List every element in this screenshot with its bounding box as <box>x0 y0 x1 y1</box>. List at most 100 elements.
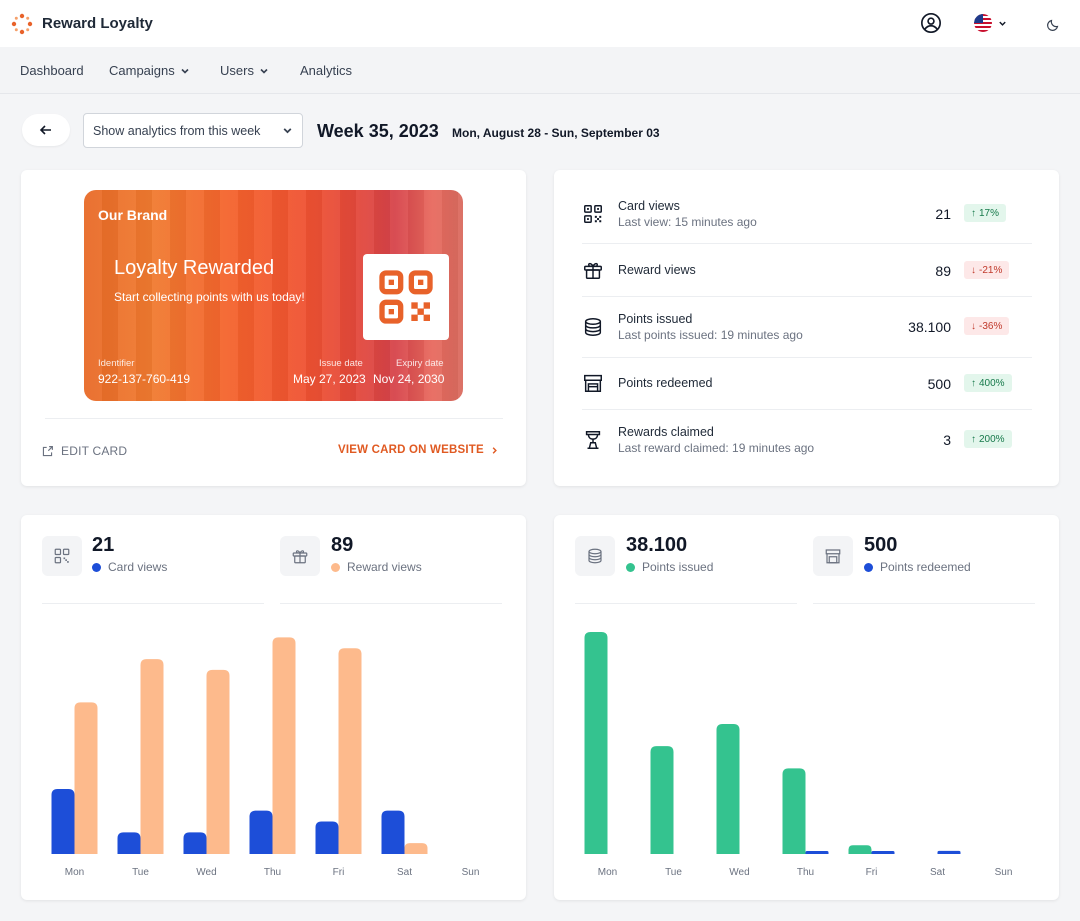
stat-label: Reward views <box>618 263 696 277</box>
stat-subtext: Last reward claimed: 19 minutes ago <box>618 441 815 455</box>
qr-code-icon <box>379 270 433 324</box>
kpi-label-points-issued: Points issued <box>626 560 713 574</box>
moon-icon[interactable] <box>1046 16 1062 32</box>
user-circle-icon[interactable] <box>920 12 942 34</box>
stat-change: 200% <box>979 433 1005 445</box>
legend-dot <box>864 562 873 572</box>
stat-row-reward-views: Reward views 89 ↓ -21% <box>582 258 1032 282</box>
stat-change-badge: ↓ -36% <box>964 317 1010 335</box>
kpi-label-text: Reward views <box>347 560 422 574</box>
gift-icon <box>584 262 602 279</box>
x-tick-label: Tue <box>132 867 149 878</box>
legend-dot <box>92 562 101 572</box>
loyalty-card: Our Brand Loyalty Rewarded Start collect… <box>84 190 463 401</box>
issue-date-label: Issue date <box>319 358 363 369</box>
date-range-value: Show analytics from this week <box>93 123 261 138</box>
x-tick-label: Fri <box>866 867 878 878</box>
stat-change-badge: ↑ 17% <box>964 204 1007 222</box>
kpi-divider <box>575 603 797 604</box>
kpi-icon-box <box>575 536 615 576</box>
x-tick-label: Wed <box>196 867 216 878</box>
stat-row-points-redeemed: Points redeemed 500 ↑ 400% <box>582 371 1032 395</box>
bar-points-redeemed-thu <box>805 851 829 854</box>
stat-label: Card views <box>618 199 680 213</box>
nav-item-label: Dashboard <box>20 63 84 78</box>
nav-item-label: Campaigns <box>109 63 175 78</box>
identifier-value: 922-137-760-419 <box>98 372 191 386</box>
kpi-icon-box <box>42 536 82 576</box>
kpi-divider <box>813 603 1035 604</box>
kpi-divider <box>42 603 264 604</box>
chevron-down-icon <box>283 128 292 134</box>
x-tick-label: Sat <box>930 867 945 878</box>
kpi-label-card-views: Card views <box>92 560 167 574</box>
stat-change-badge: ↑ 400% <box>964 374 1012 392</box>
back-button[interactable] <box>22 114 70 146</box>
main-nav: Dashboard Campaigns Users Analytics <box>0 47 1080 94</box>
stat-row-card-views: Card views Last view: 15 minutes ago 21 … <box>582 199 1032 236</box>
stat-row-points-issued: Points issued Last points issued: 19 min… <box>582 312 1032 349</box>
bar-card-views-wed <box>183 832 207 854</box>
kpi-value-card-views: 21 <box>92 534 115 556</box>
trophy-icon <box>585 431 601 449</box>
bar-points-redeemed-fri <box>871 851 895 854</box>
stat-subtext: Last points issued: 19 minutes ago <box>618 328 803 342</box>
week-date-range: Mon, August 28 - Sun, September 03 <box>452 126 660 140</box>
week-title: Week 35, 2023 <box>317 121 439 141</box>
kpi-value-reward-views: 89 <box>331 534 354 556</box>
card-brand: Our Brand <box>98 207 168 223</box>
language-selector[interactable] <box>974 14 1007 32</box>
edit-card-label: EDIT CARD <box>61 444 128 458</box>
coins-icon <box>588 548 602 564</box>
store-icon <box>584 374 602 392</box>
row-divider <box>582 357 1032 358</box>
stat-subtext: Last view: 15 minutes ago <box>618 215 757 229</box>
stat-change: -21% <box>979 264 1003 276</box>
card-subtitle: Start collecting points with us today! <box>114 290 305 304</box>
app-title[interactable]: Reward Loyalty <box>42 15 153 32</box>
views-bar-chart: Mon Tue Wed Thu Fri Sat Sun <box>51 637 479 878</box>
arrow-up-icon: ↑ <box>971 433 976 445</box>
nav-item-campaigns[interactable]: Campaigns <box>109 63 190 78</box>
kpi-divider <box>280 603 502 604</box>
us-flag-icon <box>974 14 992 32</box>
chevron-right-icon <box>492 446 497 454</box>
points-chart-panel <box>554 515 1059 900</box>
edit-icon <box>42 445 53 456</box>
app-logo-icon <box>11 13 33 35</box>
chevron-down-icon <box>260 68 268 74</box>
x-tick-label: Mon <box>65 867 84 878</box>
bar-card-views-sat <box>381 810 405 854</box>
qr-code-icon <box>54 548 70 564</box>
bar-card-views-fri <box>315 821 339 854</box>
bar-points-issued-tue <box>650 746 674 854</box>
bar-reward-views-mon <box>74 702 98 854</box>
view-card-link[interactable]: VIEW CARD ON WEBSITE <box>338 444 499 456</box>
stat-change: 400% <box>979 377 1005 389</box>
nav-item-analytics[interactable]: Analytics <box>300 63 352 78</box>
nav-item-dashboard[interactable]: Dashboard <box>20 63 84 78</box>
bar-card-views-tue <box>117 832 141 854</box>
x-tick-label: Thu <box>797 867 814 878</box>
nav-item-label: Analytics <box>300 63 353 78</box>
row-divider <box>582 409 1032 410</box>
stat-change-badge: ↓ -21% <box>964 261 1010 279</box>
qr-code-icon <box>584 205 602 223</box>
arrow-left-icon <box>39 125 51 135</box>
expiry-date-label: Expiry date <box>396 358 444 369</box>
x-tick-label: Sat <box>397 867 412 878</box>
stat-label: Points issued <box>618 312 693 326</box>
stat-change-badge: ↑ 200% <box>964 430 1012 448</box>
date-range-select[interactable]: Show analytics from this week <box>83 113 303 148</box>
row-divider <box>582 243 1032 244</box>
card-title: Loyalty Rewarded <box>114 257 275 279</box>
nav-item-users[interactable]: Users <box>220 63 269 78</box>
gift-icon <box>292 550 308 564</box>
bar-card-views-mon <box>51 789 75 854</box>
edit-card-button[interactable]: EDIT CARD <box>41 444 127 458</box>
coins-icon <box>584 318 602 336</box>
chevron-down-icon <box>999 21 1006 26</box>
bar-card-views-thu <box>249 810 273 854</box>
x-tick-label: Wed <box>729 867 749 878</box>
stat-value: 38.100 <box>908 319 951 335</box>
